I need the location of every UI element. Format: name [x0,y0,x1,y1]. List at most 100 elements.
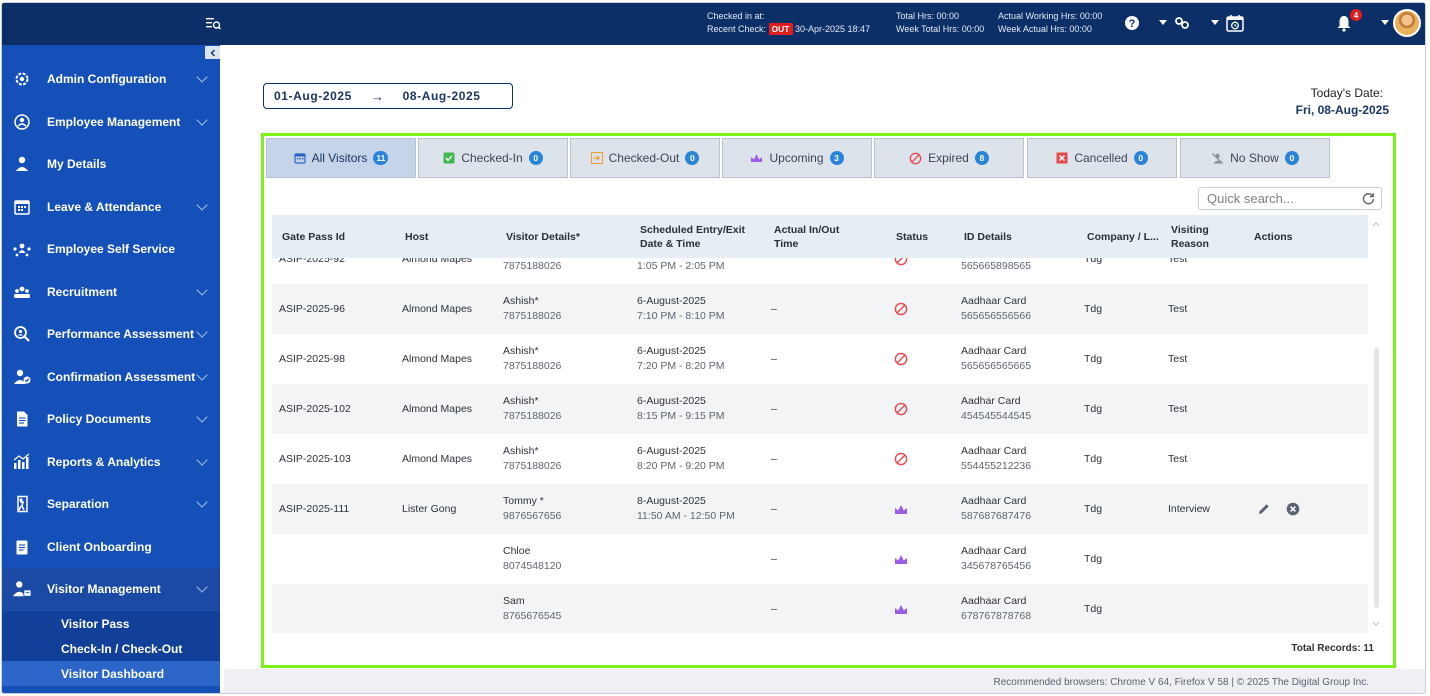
column-header[interactable]: Visitor Details* [506,230,580,243]
sidebar-item-performance-assessment[interactable]: Performance Assessment [2,313,220,355]
tab-all-visitors[interactable]: All Visitors 11 [266,138,416,178]
exit-door-icon [12,494,32,514]
sidebar-subitem-check-in-check-out[interactable]: Check-In / Check-Out [2,636,220,661]
tab-cancelled[interactable]: Cancelled 0 [1027,138,1177,178]
sidebar-item-client-onboarding[interactable]: Client Onboarding [2,526,220,568]
sidebar-item-leave-and-attendance[interactable]: Leave & Attendance [2,186,220,228]
table-row[interactable]: Sam 8765676545 – Aadhaar Card 678767878768… [272,584,1368,633]
id-type: Aadhar Card [961,395,1021,407]
bell-icon[interactable] [1335,14,1353,32]
column-header[interactable]: Host [405,230,429,243]
tab-checked-in[interactable]: Checked-In 0 [418,138,568,178]
profile-caret-icon[interactable] [1381,20,1389,25]
edit-icon[interactable] [1257,502,1271,516]
help-icon[interactable]: ? [1123,14,1141,32]
sidebar-item-recruitment[interactable]: Recruitment [2,271,220,313]
table-row[interactable]: ASIP-2025-103 Almond Mapes Ashish* 787518… [272,434,1368,484]
tab-count-badge: 0 [528,151,543,165]
sidebar-item-employee-management[interactable]: Employee Management [2,101,220,143]
company: Tdg [1084,258,1103,265]
upcoming-status-icon [894,602,908,616]
column-header[interactable]: Company / L... [1087,230,1159,243]
avatar[interactable] [1393,9,1421,37]
link-icon[interactable] [1173,14,1191,32]
search-placeholder: Quick search... [1207,191,1294,206]
scroll-thumb[interactable] [1374,348,1379,608]
visitor-name: Ashish* [503,345,539,357]
quick-search-input[interactable]: Quick search... [1198,187,1382,210]
visitor-icon [12,579,32,599]
refresh-icon[interactable] [1362,192,1375,205]
company: Tdg [1084,602,1103,615]
chevron-down-icon [196,454,208,466]
collapse-sidebar-button[interactable] [205,46,220,59]
column-header[interactable]: Actions [1254,230,1293,243]
tab-count-badge: 3 [829,151,844,165]
column-header[interactable]: Status [896,230,929,243]
x-box-icon [1056,152,1068,164]
cancel-circle-icon[interactable] [1286,502,1300,516]
table-row[interactable]: ASIP-2025-92 Almond Mapes Ashish*7875188… [272,258,1368,284]
id-type: Aadhaar Card [961,495,1027,507]
visitor-phone: 8765676545 [503,610,562,622]
host-name: Almond Mapes [402,402,473,415]
table-row[interactable]: Chloe 8074548120 – Aadhaar Card 3456787654… [272,534,1368,584]
upcoming-status-icon [894,502,908,516]
sidebar-item-label: Reports & Analytics [47,455,161,469]
date-range-picker[interactable]: 01-Aug-2025 → 08-Aug-2025 [263,83,513,109]
help-caret-icon[interactable] [1159,20,1167,25]
visitor-phone: 7875188026 [503,360,562,372]
tab-upcoming[interactable]: Upcoming 3 [722,138,872,178]
table-row[interactable]: ASIP-2025-102 Almond Mapes Ashish* 787518… [272,384,1368,434]
actual-time: – [771,352,777,365]
sidebar-subitem-visitor-dashboard[interactable]: Visitor Dashboard [2,661,220,686]
table-row[interactable]: ASIP-2025-98 Almond Mapes Ashish* 7875188… [272,334,1368,384]
sidebar-item-employee-self-service[interactable]: Employee Self Service [2,228,220,270]
id-number: 565665898565 [961,260,1032,272]
sidebar-item-admin-configuration[interactable]: Admin Configuration [2,58,220,100]
visitor-name: Ashish* [503,445,539,457]
tab-label: No Show [1230,151,1279,165]
scheduled-date: 8-August-2025 [637,495,706,507]
chevron-down-icon [196,71,208,83]
sidebar-item-reports-and-analytics[interactable]: Reports & Analytics [2,441,220,483]
column-header[interactable]: Actual In/Out Time [774,223,840,250]
tab-expired[interactable]: Expired 8 [874,138,1024,178]
sidebar-item-confirmation-assessment[interactable]: Confirmation Assessment [2,356,220,398]
menu-search-icon[interactable] [205,15,221,31]
magnifier-icon [12,324,32,344]
link-caret-icon[interactable] [1211,20,1219,25]
column-header[interactable]: Visiting Reason [1171,223,1209,250]
recent-check-value: 30-Apr-2025 18:47 [795,24,871,34]
sidebar-item-my-details[interactable]: My Details [2,143,220,185]
table-row[interactable]: ASIP-2025-111 Lister Gong Tommy * 9876567… [272,484,1368,534]
calendar-clock-icon[interactable] [1225,14,1245,32]
sidebar-subitem-visitor-pass[interactable]: Visitor Pass [2,611,220,636]
table-scrollbar[interactable] [1371,215,1381,633]
sidebar-item-visitor-management[interactable]: Visitor Management [2,568,220,610]
column-header[interactable]: ID Details [964,230,1012,243]
tab-no-show[interactable]: No Show 0 [1180,138,1330,178]
scheduled-time: 7:20 PM - 8:20 PM [637,360,725,372]
column-header[interactable]: Gate Pass Id [282,230,346,243]
hours-summary: Total Hrs: 00:00 Week Total Hrs: 00:00 [896,10,984,36]
scheduled-date: 6-August-2025 [637,395,706,407]
chevron-down-icon [196,411,208,423]
sidebar-item-label: Performance Assessment [47,327,194,341]
id-type: Aadhaar Card [961,545,1027,557]
visitor-name: Ashish* [503,295,539,307]
expired-status-icon [894,402,908,416]
gate-pass-id: ASIP-2025-98 [279,352,345,365]
sidebar-item-policy-documents[interactable]: Policy Documents [2,398,220,440]
sidebar-item-separation[interactable]: Separation [2,483,220,525]
id-number: 565656556566 [961,310,1032,322]
tab-checked-out[interactable]: Checked-Out 0 [570,138,720,178]
tab-label: Expired [928,151,969,165]
gate-pass-id: ASIP-2025-111 [279,502,350,515]
week-actual-hrs: Week Actual Hrs: 00:00 [998,24,1092,34]
scheduled-time: 7:10 PM - 8:10 PM [637,310,725,322]
scheduled-date: 6-August-2025 [637,445,706,457]
table-row[interactable]: ASIP-2025-96 Almond Mapes Ashish* 7875188… [272,284,1368,334]
column-header[interactable]: Scheduled Entry/Exit Date & Time [640,223,746,250]
